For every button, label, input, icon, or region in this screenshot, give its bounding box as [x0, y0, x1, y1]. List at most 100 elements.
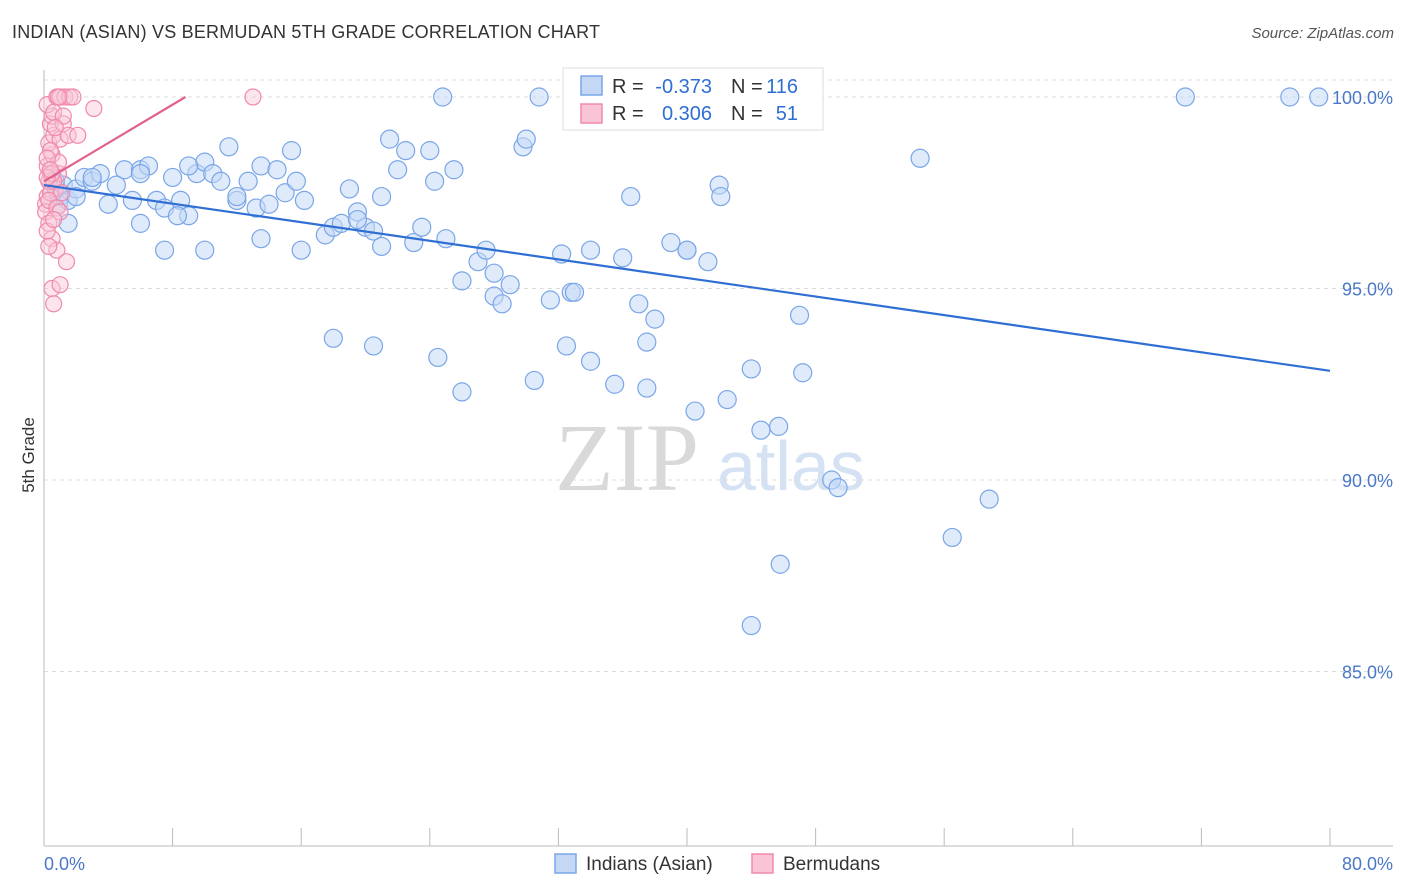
stats-n-label-1: N = — [731, 76, 763, 98]
bermudans-point-24 — [57, 253, 76, 271]
indians-point-105 — [82, 167, 102, 188]
indians-point-64 — [580, 351, 601, 371]
y-tick-labels: 100.0% 95.0% 90.0% 85.0% — [1332, 88, 1393, 683]
indians-point-30 — [267, 160, 287, 180]
indians-point-61 — [556, 336, 577, 356]
y-tick-label-2: 90.0% — [1342, 471, 1393, 491]
bermudans-points — [37, 88, 262, 313]
indians-point-104 — [677, 240, 697, 260]
y-tick-label-0: 100.0% — [1332, 88, 1393, 108]
indians-point-96 — [741, 615, 761, 636]
indians-point-110 — [484, 263, 504, 283]
indians-point-86 — [942, 527, 962, 548]
indians-point-121 — [1309, 87, 1329, 107]
indians-point-28 — [251, 156, 271, 176]
indians-point-59 — [540, 290, 560, 310]
indians-point-90 — [154, 240, 175, 260]
stats-swatch-blue — [580, 75, 603, 96]
stats-r-value-1: -0.373 — [655, 76, 712, 98]
indians-point-12 — [122, 190, 143, 211]
y-axis-label: 5th Grade — [19, 417, 38, 493]
indians-point-76 — [711, 186, 731, 207]
source-label: Source: ZipAtlas.com — [1251, 25, 1394, 42]
indians-point-87 — [979, 489, 999, 509]
stats-n-value-2: 51 — [776, 103, 798, 125]
indians-point-24 — [219, 137, 239, 157]
indians-point-31 — [275, 183, 295, 203]
indians-point-66 — [613, 248, 633, 268]
indians-point-94 — [564, 282, 585, 302]
stats-r-label-2: R = — [612, 103, 644, 125]
indians-point-78 — [741, 359, 761, 379]
stats-box-frame — [562, 67, 824, 131]
stats-r-value-2: 0.306 — [662, 103, 712, 125]
indians-point-82 — [793, 363, 813, 383]
stats-box: R = -0.373 N = 116 R = 0.306 N = 51 — [562, 67, 824, 131]
legend-label-indians: Indians (Asian) — [586, 854, 713, 875]
x-tick-label-min: 0.0% — [44, 854, 85, 874]
indians-point-107 — [347, 209, 368, 230]
indians-point-45 — [396, 141, 416, 161]
indians-point-69 — [637, 378, 657, 398]
indians-point-81 — [789, 305, 810, 325]
indians-point-79 — [751, 420, 771, 440]
indians-point-51 — [452, 271, 472, 291]
indians-point-56 — [500, 275, 520, 295]
indians-point-91 — [195, 240, 215, 260]
indians-point-43 — [380, 129, 400, 149]
indians-point-113 — [179, 156, 199, 176]
indians-point-68 — [629, 294, 649, 314]
trend-line-bermudans — [43, 96, 187, 183]
indians-point-67 — [621, 186, 641, 207]
legend-label-bermudans: Bermudans — [783, 854, 880, 875]
indians-point-106 — [66, 186, 86, 207]
indians-point-92 — [130, 213, 151, 233]
indians-point-120 — [1280, 87, 1300, 107]
indians-point-84 — [828, 478, 848, 498]
indians-point-58 — [516, 129, 536, 149]
indians-asian-points — [42, 87, 1329, 636]
bermudans-point-41 — [244, 88, 262, 106]
indians-point-70 — [645, 309, 665, 329]
indians-point-55 — [492, 294, 512, 314]
indians-point-98 — [363, 336, 384, 356]
stats-r-label-1: R = — [612, 76, 644, 98]
bermudans-point-15 — [64, 88, 82, 106]
legend-swatch-indians — [554, 853, 577, 874]
bermudans-point-32 — [69, 126, 87, 144]
trend-lines — [43, 96, 1331, 372]
indians-point-112 — [130, 164, 151, 184]
indians-point-26 — [238, 171, 258, 191]
bermudans-point-46 — [46, 119, 64, 137]
indians-point-89 — [251, 229, 271, 249]
indians-point-47 — [412, 217, 432, 237]
indians-point-95 — [770, 554, 790, 574]
indians-point-100 — [428, 347, 448, 368]
indians-point-63 — [580, 240, 601, 260]
indians-point-101 — [524, 370, 544, 391]
indians-point-116 — [433, 87, 453, 107]
indians-point-33 — [286, 171, 306, 191]
indians-point-10 — [98, 194, 118, 214]
indians-point-50 — [444, 160, 464, 180]
watermark-zip: ZIP — [555, 404, 699, 511]
indians-point-48 — [420, 141, 440, 161]
indians-point-102 — [167, 206, 188, 226]
indians-point-65 — [605, 374, 625, 394]
indians-point-44 — [388, 160, 408, 180]
bermudans-point-26 — [51, 276, 69, 294]
bermudans-point-40 — [49, 88, 68, 106]
x-tick-label-max: 80.0% — [1342, 854, 1393, 874]
indians-point-103 — [227, 186, 247, 207]
indians-point-80 — [769, 416, 789, 436]
bermudans-point-31 — [59, 126, 77, 144]
indians-point-111 — [637, 332, 657, 352]
indians-point-29 — [259, 194, 279, 214]
axes — [43, 70, 1393, 847]
stats-n-value-1: 116 — [766, 76, 798, 98]
indians-point-71 — [661, 232, 681, 253]
bermudans-point-44 — [40, 237, 58, 255]
bermudans-point-50 — [45, 210, 63, 229]
legend-swatch-bermudans — [751, 853, 774, 874]
